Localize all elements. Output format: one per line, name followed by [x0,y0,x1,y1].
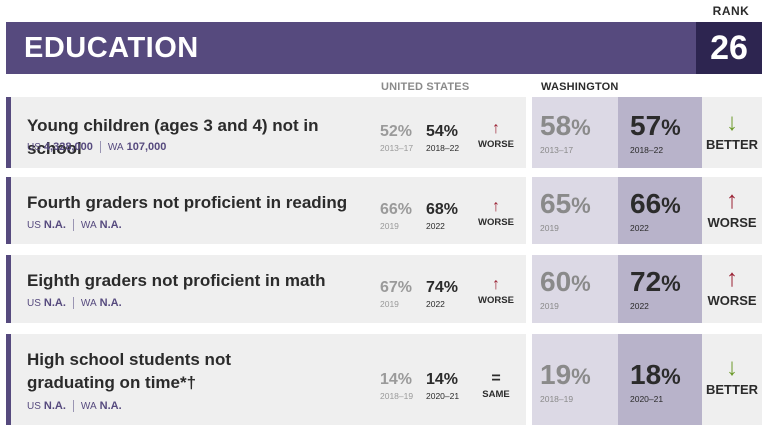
table-row: Young children (ages 3 and 4) not in sch… [6,97,762,168]
header-bar: EDUCATION [6,22,696,74]
row-label: Eighth graders not proficient in math [27,271,326,290]
wa-count: N.A. [99,297,122,309]
wa-trend: ↑ WORSE [702,187,762,231]
wa-previous: 58% 2013–17 [540,110,591,156]
us-trend: = SAME [472,370,520,401]
us-count: N.A. [43,400,66,412]
us-current: 14% 2020–21 [426,371,460,401]
us-count: 4,328,000 [43,141,93,153]
wa-previous: 65% 2019 [540,188,591,234]
us-count: N.A. [43,297,66,309]
arrow-down-icon: ↓ [726,109,738,136]
rank-label: RANK [712,4,750,18]
wa-trend: ↓ BETTER [702,109,762,153]
wa-key: WA [80,220,97,231]
arrow-up-icon: ↑ [492,276,500,293]
arrow-up-icon: ↑ [726,265,738,292]
us-current: 68% 2022 [426,201,459,231]
arrow-up-icon: ↑ [492,120,500,137]
row-counts: US N.A. WA N.A. [27,400,122,412]
wa-previous: 60% 2019 [540,266,591,312]
us-previous: 14% 2018–19 [380,371,414,401]
wa-previous: 19% 2018–19 [540,359,591,405]
arrow-down-icon: ↓ [726,354,738,381]
column-header-us: UNITED STATES [381,81,470,93]
column-header-wa: WASHINGTON [541,81,619,93]
us-current: 74% 2022 [426,279,459,309]
row-label: Young children (ages 3 and 4) not in sch… [27,116,319,158]
wa-current: 57% 2018–22 [630,110,681,156]
row-label: Fourth graders not proficient in reading [27,193,348,212]
rank-value: 26 [696,22,762,74]
wa-trend: ↑ WORSE [702,265,762,309]
us-trend: ↑ WORSE [472,276,520,307]
wa-current: 18% 2020–21 [630,359,681,405]
table-row: High school students not graduating on t… [6,334,762,425]
wa-count: N.A. [99,400,122,412]
equals-icon: = [491,370,501,387]
wa-key: WA [80,298,97,309]
us-count: N.A. [43,219,66,231]
table-row: Eighth graders not proficient in math US… [6,255,762,323]
us-key: US [27,220,41,231]
us-key: US [27,401,41,412]
table-row: Fourth graders not proficient in reading… [6,177,762,244]
wa-count: 107,000 [126,141,167,153]
wa-current: 72% 2022 [630,266,681,312]
row-label: High school students not graduating on t… [27,350,231,392]
us-trend: ↑ WORSE [472,198,520,229]
us-trend: ↑ WORSE [472,120,520,151]
us-key: US [27,142,41,153]
arrow-up-icon: ↑ [726,187,738,214]
arrow-up-icon: ↑ [492,198,500,215]
wa-key: WA [80,401,97,412]
us-current: 54% 2018–22 [426,123,460,153]
us-previous: 67% 2019 [380,279,413,309]
wa-current: 66% 2022 [630,188,681,234]
wa-count: N.A. [99,219,122,231]
wa-key: WA [107,142,124,153]
us-previous: 52% 2013–17 [380,123,414,153]
row-counts: US N.A. WA N.A. [27,297,122,309]
row-counts: US N.A. WA N.A. [27,219,122,231]
section-title: EDUCATION [24,32,199,64]
row-counts: US 4,328,000 WA 107,000 [27,141,166,153]
wa-trend: ↓ BETTER [702,354,762,398]
us-key: US [27,298,41,309]
us-previous: 66% 2019 [380,201,413,231]
